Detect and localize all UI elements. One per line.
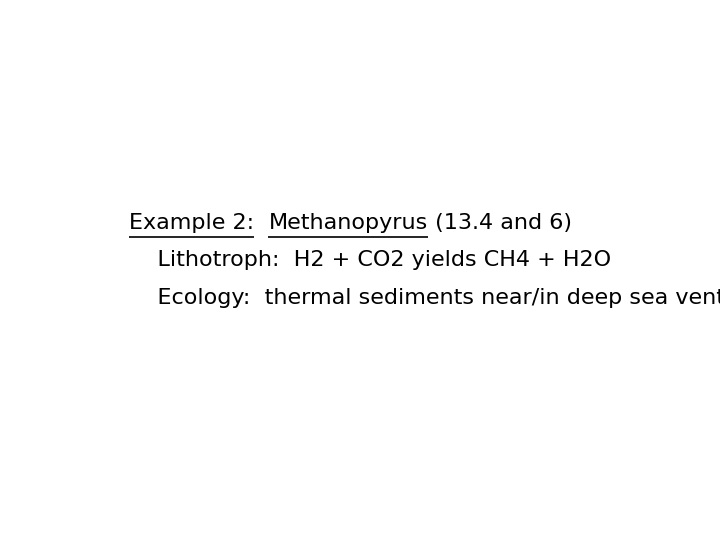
- Text: (13.4 and 6): (13.4 and 6): [428, 213, 572, 233]
- Text: Ecology:  thermal sediments near/in deep sea vents: Ecology: thermal sediments near/in deep …: [129, 288, 720, 308]
- Text: Lithotroph:  H2 + CO2 yields CH4 + H2O: Lithotroph: H2 + CO2 yields CH4 + H2O: [129, 251, 611, 271]
- Text: Example 2:: Example 2:: [129, 213, 254, 233]
- Text: Methanopyrus: Methanopyrus: [269, 213, 428, 233]
